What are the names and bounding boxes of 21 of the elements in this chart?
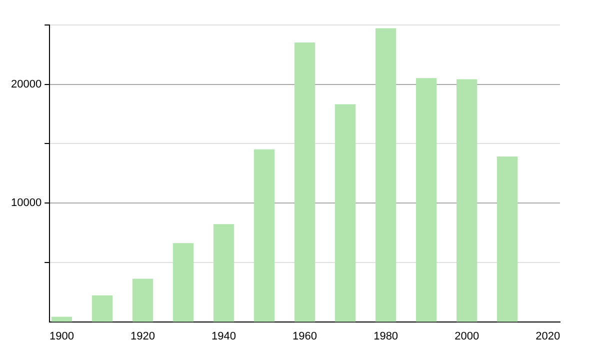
bar	[213, 224, 234, 322]
bar	[132, 278, 154, 322]
x-tick-label: 2000	[454, 330, 480, 342]
x-tick-label: 2020	[536, 330, 560, 342]
x-tick-label: 1980	[374, 330, 398, 342]
x-tick-label: 1960	[292, 330, 318, 342]
x-tick-label: 1940	[212, 330, 236, 342]
bar	[334, 104, 356, 322]
y-tick-label: 20000	[10, 78, 42, 90]
bar	[254, 149, 275, 322]
bar	[92, 295, 113, 322]
y-tick-label: 10000	[10, 197, 42, 210]
bar	[497, 156, 518, 322]
bar	[456, 79, 478, 322]
x-tick-label: 1900	[50, 330, 74, 342]
x-tick-label: 1920	[130, 330, 155, 342]
bar	[294, 42, 316, 322]
bar	[416, 78, 437, 322]
bar	[172, 243, 194, 322]
bar	[375, 28, 396, 322]
bar	[51, 316, 72, 322]
